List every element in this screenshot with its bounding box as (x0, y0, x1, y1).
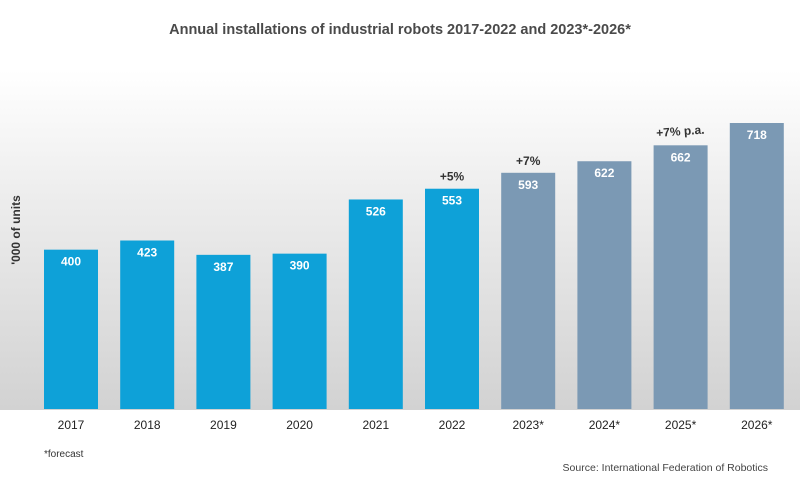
bar-2026-forecast (729, 123, 784, 409)
value-label-2025-forecast: 662 (671, 150, 691, 164)
bar-2021 (348, 199, 403, 409)
forecast-footnote: *forecast (44, 449, 84, 460)
value-label-2019: 387 (213, 260, 233, 274)
x-tick-label-2017: 2017 (58, 418, 85, 432)
x-tick-label-2026-forecast: 2026* (741, 418, 773, 432)
bar-2023-forecast (501, 172, 556, 409)
bar-2024-forecast (577, 161, 632, 409)
bar-2022 (425, 188, 479, 409)
value-label-2020: 390 (290, 259, 310, 273)
bar-2017 (44, 249, 98, 409)
value-label-2017: 400 (61, 255, 81, 269)
bar-2018 (120, 240, 175, 409)
x-tick-label-2024-forecast: 2024* (589, 418, 621, 432)
value-label-2023-forecast: 593 (518, 178, 538, 192)
value-label-2021: 526 (366, 204, 386, 218)
x-tick-label-2018: 2018 (134, 418, 161, 432)
bar-2019 (196, 254, 251, 409)
x-tick-label-2021: 2021 (362, 418, 389, 432)
x-tick-label-2019: 2019 (210, 418, 237, 432)
growth-annotation-1: +5% (440, 170, 465, 184)
source-note: Source: International Federation of Robo… (562, 462, 768, 474)
value-label-2022: 553 (442, 194, 462, 208)
growth-annotation-3: +7% p.a. (656, 123, 705, 140)
growth-annotation-2: +7% (516, 154, 541, 168)
value-label-2026-forecast: 718 (747, 128, 767, 142)
bar-2020 (272, 253, 327, 409)
x-tick-label-2020: 2020 (286, 418, 313, 432)
value-label-2018: 423 (137, 246, 157, 260)
value-label-2024-forecast: 622 (594, 166, 614, 180)
bar-2025-forecast (653, 145, 708, 410)
chart-title: Annual installations of industrial robot… (169, 22, 631, 38)
x-tick-label-2022: 2022 (439, 418, 466, 432)
x-tick-label-2023-forecast: 2023* (513, 418, 545, 432)
x-tick-label-2025-forecast: 2025* (665, 418, 697, 432)
